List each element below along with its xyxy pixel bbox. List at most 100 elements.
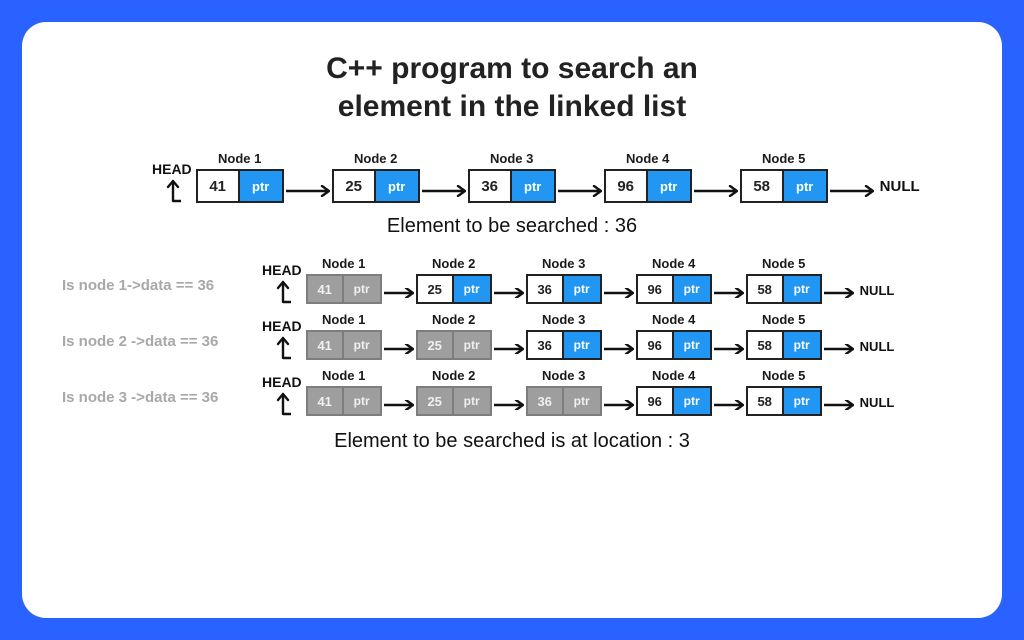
node-box: 41ptr <box>306 274 382 304</box>
node-ptr: ptr <box>784 388 820 414</box>
link-arrow-icon <box>492 400 526 416</box>
node-value: 58 <box>748 276 784 302</box>
node-box: 25ptr <box>332 169 420 203</box>
step-chain: HEADNode 141ptrNode 225ptrNode 336ptrNod… <box>262 312 894 360</box>
steps-container: Is node 1->data == 36HEADNode 141ptrNode… <box>62 256 962 416</box>
node-box: 96ptr <box>636 386 712 416</box>
step-label: Is node 2 ->data == 36 <box>62 333 262 360</box>
node-value: 36 <box>470 171 512 201</box>
node-box: 25ptr <box>416 386 492 416</box>
node-ptr: ptr <box>674 332 710 358</box>
node: Node 3 36ptr <box>526 312 602 360</box>
node: Node 1 41ptr <box>306 368 382 416</box>
link-arrow-icon <box>602 344 636 360</box>
head-label: HEAD <box>262 318 302 334</box>
node-label: Node 4 <box>626 151 669 166</box>
node-ptr: ptr <box>240 171 282 201</box>
node-ptr: ptr <box>564 332 600 358</box>
node-value: 36 <box>528 332 564 358</box>
node: Node 3 36ptr <box>468 151 556 203</box>
node-box: 41ptr <box>306 330 382 360</box>
node-value: 25 <box>334 171 376 201</box>
node-ptr: ptr <box>564 276 600 302</box>
node-label: Node 2 <box>432 368 475 383</box>
node-label: Node 5 <box>762 368 805 383</box>
title-line-1: C++ program to search an <box>326 52 698 85</box>
node-value: 36 <box>528 388 564 414</box>
node-ptr: ptr <box>344 276 380 302</box>
node-value: 41 <box>308 332 344 358</box>
link-arrow-icon <box>492 344 526 360</box>
null-label: NULL <box>856 395 895 416</box>
node: Node 1 41ptr <box>306 312 382 360</box>
head-label: HEAD <box>152 161 192 177</box>
node-ptr: ptr <box>454 332 490 358</box>
node-label: Node 3 <box>490 151 533 166</box>
node-value: 58 <box>748 332 784 358</box>
node-ptr: ptr <box>784 276 820 302</box>
node-label: Node 1 <box>322 368 365 383</box>
node-ptr: ptr <box>454 276 490 302</box>
link-arrow-icon <box>712 288 746 304</box>
node-label: Node 1 <box>322 312 365 327</box>
node-ptr: ptr <box>344 332 380 358</box>
node-box: 36ptr <box>526 274 602 304</box>
node-ptr: ptr <box>674 388 710 414</box>
link-arrow-icon <box>382 288 416 304</box>
head-arrow-icon <box>275 336 289 358</box>
node-box: 58ptr <box>740 169 828 203</box>
node-label: Node 4 <box>652 256 695 271</box>
node: Node 496ptr <box>636 256 712 304</box>
step-label: Is node 3 ->data == 36 <box>62 389 262 416</box>
null-label: NULL <box>856 339 895 360</box>
node: Node 5 58ptr <box>740 151 828 203</box>
node-ptr: ptr <box>674 276 710 302</box>
step-row: Is node 1->data == 36HEADNode 141ptr Node… <box>62 256 962 304</box>
node-ptr: ptr <box>344 388 380 414</box>
node-box: 58ptr <box>746 274 822 304</box>
node-label: Node 2 <box>432 312 475 327</box>
node-value: 36 <box>528 276 564 302</box>
step-label: Is node 1->data == 36 <box>62 277 262 304</box>
node-box: 41ptr <box>196 169 284 203</box>
link-arrow-icon <box>602 288 636 304</box>
node-label: Node 5 <box>762 151 805 166</box>
node-ptr: ptr <box>648 171 690 201</box>
node-label: Node 4 <box>652 368 695 383</box>
node-value: 96 <box>606 171 648 201</box>
node-ptr: ptr <box>784 332 820 358</box>
node-box: 58ptr <box>746 386 822 416</box>
main-chain: HEADNode 141ptrNode 225ptrNode 336ptrNod… <box>152 151 920 203</box>
head-arrow-icon <box>165 179 179 201</box>
node-box: 36ptr <box>526 330 602 360</box>
link-arrow-icon <box>382 400 416 416</box>
link-arrow-icon <box>556 185 604 203</box>
node-box: 25ptr <box>416 330 492 360</box>
node-value: 41 <box>308 276 344 302</box>
step-row: Is node 3 ->data == 36HEADNode 141ptrNod… <box>62 368 962 416</box>
diagram-card: C++ program to search an element in the … <box>22 22 1002 618</box>
node-ptr: ptr <box>376 171 418 201</box>
head-indicator: HEAD <box>262 318 302 360</box>
link-arrow-icon <box>822 288 856 304</box>
link-arrow-icon <box>712 344 746 360</box>
node-value: 41 <box>198 171 240 201</box>
node-value: 41 <box>308 388 344 414</box>
node-value: 96 <box>638 332 674 358</box>
head-indicator: HEAD <box>152 161 192 203</box>
head-label: HEAD <box>262 262 302 278</box>
node-label: Node 1 <box>218 151 261 166</box>
node-value: 25 <box>418 332 454 358</box>
node: Node 225ptr <box>416 256 492 304</box>
node: Node 225ptr <box>332 151 420 203</box>
node-box: 36ptr <box>526 386 602 416</box>
node-ptr: ptr <box>512 171 554 201</box>
link-arrow-icon <box>420 185 468 203</box>
node-label: Node 3 <box>542 312 585 327</box>
null-label: NULL <box>856 283 895 304</box>
node-label: Node 5 <box>762 312 805 327</box>
node-label: Node 4 <box>652 312 695 327</box>
node-label: Node 3 <box>542 256 585 271</box>
node: Node 141ptr <box>306 256 382 304</box>
node: Node 336ptr <box>526 368 602 416</box>
